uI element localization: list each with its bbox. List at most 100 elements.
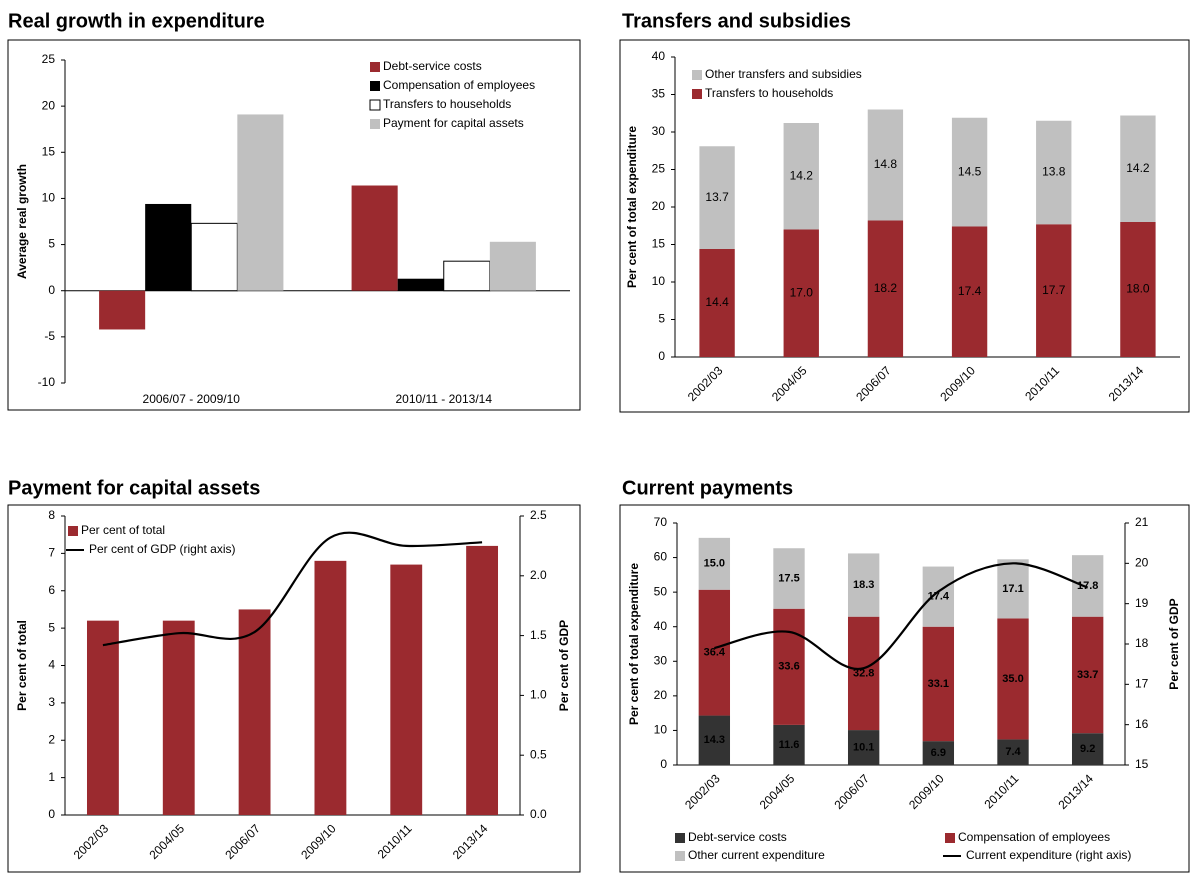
- data-label: 18.2: [874, 281, 898, 295]
- legend-swatch: [370, 81, 380, 91]
- data-label: 17.4: [928, 591, 950, 603]
- data-label: 9.2: [1080, 743, 1095, 755]
- y-tick-label: 30: [652, 124, 666, 138]
- y2-tick-label: 1.5: [530, 628, 547, 642]
- chart-title: Current payments: [622, 477, 793, 499]
- bar: [237, 114, 284, 291]
- bar: [867, 109, 904, 221]
- legend-swatch: [945, 833, 955, 843]
- chart-title: Real growth in expenditure: [8, 10, 265, 32]
- y-tick-label: 50: [654, 584, 668, 598]
- y2-axis-label: Per cent of GDP: [1167, 598, 1181, 689]
- x-tick-label: 2004/05: [147, 821, 188, 862]
- data-label: 14.2: [790, 168, 814, 182]
- x-tick-label: 2010/11: [1022, 363, 1062, 403]
- bar: [847, 730, 880, 765]
- bar: [238, 609, 271, 815]
- bar: [699, 146, 735, 249]
- y-axis-label: Average real growth: [15, 164, 29, 279]
- y-tick-label: -10: [38, 375, 56, 389]
- bar: [922, 741, 955, 765]
- bar: [698, 715, 731, 765]
- data-label: 17.5: [778, 572, 799, 584]
- bar: [351, 185, 398, 291]
- chart-frame: [7, 504, 581, 873]
- legend-swatch: [675, 851, 685, 861]
- bar: [867, 220, 904, 357]
- x-tick-label: 2004/05: [769, 363, 810, 404]
- bar: [698, 589, 731, 716]
- y-tick-label: 20: [654, 688, 668, 702]
- data-label: 7.4: [1005, 746, 1021, 758]
- y2-tick-label: 1.0: [530, 688, 547, 702]
- data-label: 32.8: [853, 667, 874, 679]
- bar: [1036, 120, 1072, 225]
- x-tick-label: 2006/07: [853, 363, 894, 404]
- y2-tick-label: 20: [1135, 556, 1149, 570]
- y-tick-label: 5: [48, 620, 55, 634]
- y2-axis-label: Per cent of GDP: [557, 620, 571, 711]
- bar: [698, 537, 731, 590]
- x-tick-label: 2006/07 - 2009/10: [143, 392, 241, 406]
- data-label: 14.8: [874, 157, 898, 171]
- chart-frame: [619, 39, 1190, 413]
- line: [102, 531, 483, 647]
- y-tick-label: 8: [48, 508, 55, 522]
- y-tick-label: 20: [652, 199, 666, 213]
- y2-tick-label: 2.5: [530, 508, 547, 522]
- x-tick-label: 2013/14: [1106, 363, 1147, 404]
- y2-tick-label: 0.5: [530, 747, 547, 761]
- x-tick-label: 2004/05: [757, 771, 798, 812]
- bar: [997, 739, 1029, 765]
- y-tick-label: 0: [48, 283, 55, 297]
- bar: [922, 566, 955, 627]
- bar: [783, 123, 819, 230]
- legend-swatch: [692, 89, 702, 99]
- data-label: 14.4: [705, 295, 729, 309]
- y-tick-label: 0: [660, 757, 667, 771]
- legend-label: Debt-service costs: [383, 59, 482, 73]
- y-tick-label: -5: [44, 329, 55, 343]
- bar: [466, 545, 499, 815]
- data-label: 14.2: [1126, 161, 1150, 175]
- legend-swatch: [692, 70, 702, 80]
- data-label: 18.3: [853, 579, 874, 591]
- legend-swatch: [370, 62, 380, 72]
- y-tick-label: 5: [48, 237, 55, 251]
- data-label: 35.0: [1002, 673, 1023, 685]
- x-tick-label: 2009/10: [298, 821, 339, 862]
- bar: [847, 616, 880, 731]
- x-tick-label: 2013/14: [1055, 771, 1096, 812]
- bar: [86, 620, 119, 815]
- y-tick-label: 5: [658, 312, 665, 326]
- bar: [390, 564, 423, 815]
- data-label: 17.4: [958, 284, 982, 298]
- legend-swatch: [370, 119, 380, 129]
- data-label: 17.7: [1042, 283, 1066, 297]
- bar: [145, 203, 192, 291]
- y-tick-label: 40: [654, 619, 668, 633]
- y-tick-label: 0: [658, 349, 665, 363]
- x-tick-label: 2006/07: [831, 771, 872, 812]
- bar: [190, 222, 238, 292]
- chart-frame: [619, 504, 1190, 873]
- data-label: 6.9: [931, 747, 946, 759]
- x-tick-label: 2010/11: [981, 771, 1021, 811]
- legend-label: Payment for capital assets: [383, 116, 524, 130]
- bar: [99, 290, 146, 330]
- x-tick-label: 2009/10: [906, 771, 947, 812]
- y-axis-label: Per cent of total expenditure: [627, 563, 641, 725]
- bar: [1120, 115, 1156, 222]
- y-tick-label: 25: [652, 162, 666, 176]
- x-tick-label: 2010/11 - 2013/14: [395, 392, 492, 406]
- y-axis-label: Per cent of total: [15, 620, 29, 711]
- y-tick-label: 70: [654, 515, 668, 529]
- bar: [997, 618, 1029, 740]
- data-label: 33.6: [778, 661, 799, 673]
- y2-tick-label: 16: [1135, 717, 1149, 731]
- y2-tick-label: 18: [1135, 636, 1149, 650]
- y2-tick-label: 0.0: [530, 807, 547, 821]
- legend-label: Debt-service costs: [688, 830, 787, 844]
- y-tick-label: 40: [652, 49, 666, 63]
- y-tick-label: 10: [654, 723, 668, 737]
